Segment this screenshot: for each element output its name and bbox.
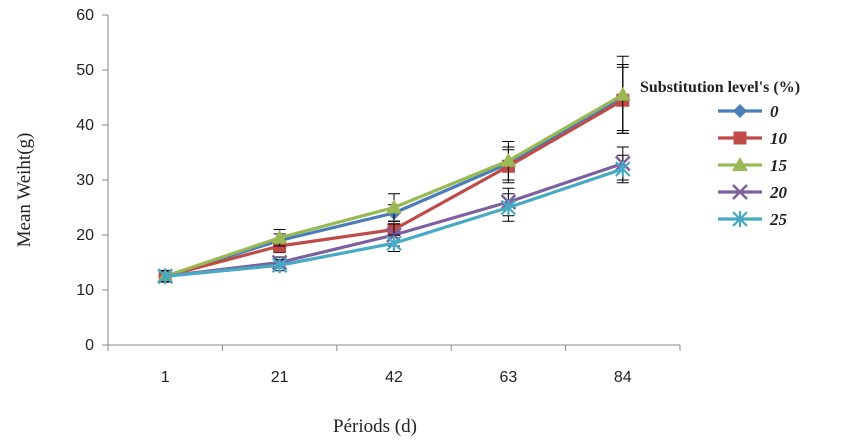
data-point xyxy=(386,199,402,214)
legend-marker xyxy=(732,184,748,200)
y-tick-label: 40 xyxy=(76,117,94,134)
data-point xyxy=(386,235,402,252)
legend-item-20: 20 xyxy=(718,183,788,202)
y-tick-label: 20 xyxy=(76,227,94,244)
legend-marker xyxy=(733,131,747,145)
legend-item-0: 0 xyxy=(718,102,779,121)
legend-label: 10 xyxy=(770,129,788,148)
x-tick-label: 42 xyxy=(385,369,403,386)
x-tick-label: 84 xyxy=(614,369,632,386)
x-tick-label: 21 xyxy=(271,369,289,386)
data-point xyxy=(500,152,517,167)
y-axis: 0 10 20 30 40 50 60 xyxy=(76,7,109,354)
data-point xyxy=(614,86,631,101)
legend-item-15: 15 xyxy=(718,156,788,175)
legend-marker xyxy=(732,211,748,227)
legend-marker xyxy=(733,104,747,118)
legend-item-10: 10 xyxy=(718,129,788,148)
x-tick-label: 63 xyxy=(500,369,518,386)
legend-label: 15 xyxy=(770,156,788,175)
data-point xyxy=(271,229,288,244)
legend-label: 20 xyxy=(769,183,788,202)
legend: Substitution level's (%) 0 10 15 20 25 xyxy=(640,79,800,229)
legend-item-25: 25 xyxy=(718,210,788,229)
x-tick-label: 1 xyxy=(161,369,170,386)
y-tick-label: 30 xyxy=(76,172,94,189)
y-tick-label: 0 xyxy=(85,337,94,354)
data-point xyxy=(157,268,173,285)
y-tick-label: 10 xyxy=(76,282,94,299)
x-axis-title: Périods (d) xyxy=(333,416,417,437)
legend-marker xyxy=(732,157,748,171)
legend-label: 25 xyxy=(769,210,788,229)
data-point xyxy=(271,257,288,274)
series-25 xyxy=(157,154,631,285)
data-point xyxy=(615,161,631,177)
x-axis: 1 21 42 63 84 xyxy=(107,344,681,386)
y-tick-label: 50 xyxy=(76,62,94,79)
y-axis-title: Mean Weiht(g) xyxy=(14,133,35,248)
legend-label: 0 xyxy=(770,102,779,121)
y-tick-label: 60 xyxy=(76,7,94,24)
data-point xyxy=(500,199,517,216)
legend-title: Substitution level's (%) xyxy=(640,79,800,96)
series-layer xyxy=(157,55,631,285)
